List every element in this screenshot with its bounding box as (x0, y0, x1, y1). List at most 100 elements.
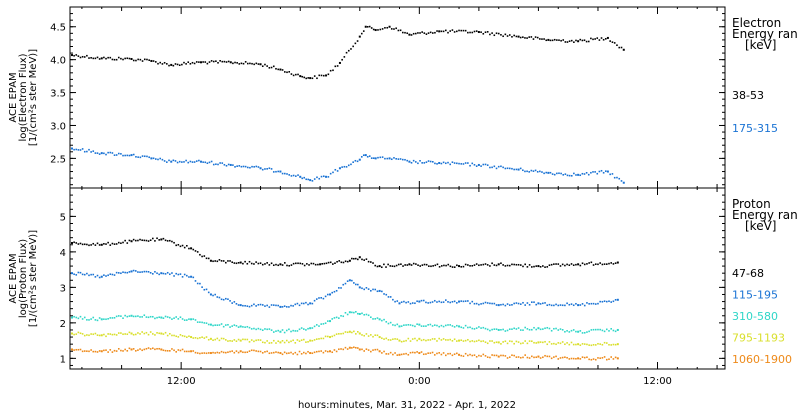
data-point (113, 274, 116, 276)
data-point (598, 39, 601, 41)
data-point (100, 334, 103, 337)
data-point (605, 328, 608, 331)
data-point (594, 303, 597, 305)
data-point (541, 38, 543, 40)
data-point (433, 299, 436, 302)
data-point (429, 31, 432, 34)
data-point (103, 243, 105, 245)
data-point (355, 283, 357, 286)
data-point (205, 352, 208, 355)
data-point (603, 356, 606, 358)
data-point (482, 326, 485, 329)
data-point (539, 303, 542, 305)
data-point (596, 172, 599, 175)
data-point (537, 341, 540, 344)
data-point (379, 28, 382, 31)
data-point (590, 171, 592, 174)
data-point (257, 350, 260, 353)
data-point (403, 300, 405, 303)
data-point (266, 328, 268, 331)
y-tick-label: 1 (60, 354, 66, 365)
data-point (242, 62, 245, 65)
data-point (361, 312, 363, 315)
data-point (445, 264, 447, 267)
data-point (484, 31, 487, 34)
data-point (587, 173, 590, 176)
data-point (383, 338, 385, 340)
data-point (171, 240, 173, 243)
data-point (98, 153, 101, 155)
data-point (586, 331, 588, 333)
data-point (154, 270, 156, 273)
data-point (381, 352, 383, 354)
data-point (329, 261, 332, 264)
data-point (377, 29, 379, 31)
data-point (218, 324, 221, 326)
data-point (460, 300, 463, 302)
data-point (357, 258, 359, 261)
data-point (316, 176, 318, 179)
data-point (253, 327, 255, 330)
data-point (411, 338, 414, 340)
data-point (372, 318, 374, 320)
data-point (340, 348, 342, 350)
data-point (225, 61, 228, 63)
data-point (235, 262, 238, 265)
data-point (164, 331, 167, 334)
data-point (253, 303, 255, 306)
data-point (292, 329, 294, 332)
data-point (248, 350, 251, 352)
x-tick-label: 12:00 (167, 376, 196, 387)
data-point (324, 350, 327, 352)
data-point (544, 266, 546, 268)
data-point (203, 322, 206, 324)
data-point (311, 77, 314, 80)
data-point (484, 263, 487, 265)
data-point (166, 240, 169, 242)
data-point (447, 301, 449, 303)
data-point (597, 302, 599, 305)
data-point (81, 333, 84, 335)
data-point (329, 69, 332, 72)
data-point (248, 341, 251, 343)
data-point (351, 331, 353, 334)
data-point (489, 340, 491, 342)
data-point (70, 147, 73, 150)
data-point (105, 153, 107, 156)
data-point (285, 306, 288, 308)
data-point (266, 65, 268, 67)
data-point (416, 351, 418, 353)
data-point (171, 318, 173, 320)
data-point (431, 301, 434, 303)
data-point (517, 302, 520, 305)
data-point (130, 332, 133, 335)
data-point (616, 176, 618, 179)
data-point (299, 175, 302, 178)
data-point (592, 302, 595, 305)
data-point (486, 164, 489, 166)
data-point (111, 317, 114, 319)
data-point (456, 302, 458, 304)
data-point (475, 327, 478, 329)
data-point (250, 339, 253, 341)
data-point (195, 61, 198, 63)
data-point (73, 333, 75, 336)
data-point (469, 353, 471, 356)
data-point (361, 334, 363, 336)
data-point (239, 339, 242, 342)
data-point (79, 242, 82, 245)
data-point (358, 35, 361, 38)
data-point (205, 336, 208, 338)
data-point (475, 340, 478, 342)
data-point (162, 333, 165, 335)
data-point (493, 328, 496, 330)
data-point (609, 40, 611, 42)
data-point (279, 352, 282, 355)
data-point (188, 247, 190, 250)
data-point (434, 31, 436, 34)
data-point (449, 30, 452, 32)
series-115-195 (70, 269, 619, 308)
data-point (199, 352, 201, 355)
data-point (387, 322, 390, 325)
data-point (401, 158, 404, 161)
